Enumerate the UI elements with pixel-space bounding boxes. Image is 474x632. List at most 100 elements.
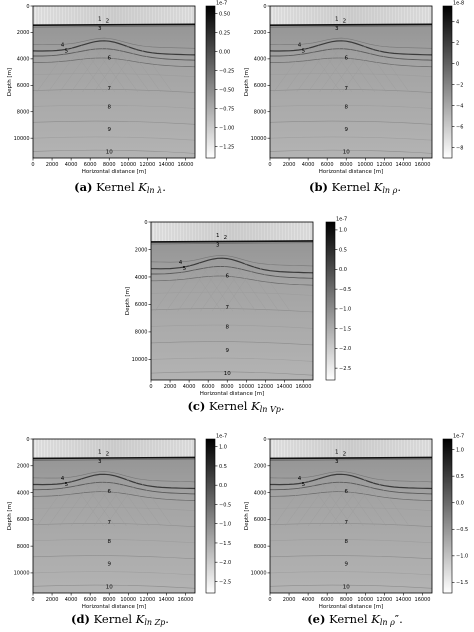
wavepath-line	[296, 479, 331, 527]
wavepath-line	[319, 45, 354, 93]
x-tick-label: 0	[149, 384, 152, 390]
layer-label: 5	[302, 482, 306, 488]
reflector-line	[33, 539, 195, 544]
wavepath-line	[59, 479, 94, 527]
wavepath-line	[285, 45, 319, 93]
wavepath-line	[69, 479, 104, 527]
caption-symbol: K	[251, 399, 260, 413]
colorbar-tick-label: 0.5	[339, 247, 347, 253]
reflector-line	[33, 523, 195, 528]
reflector-line	[33, 136, 195, 141]
layer-label: 6	[344, 56, 348, 62]
wavepath-line	[211, 263, 246, 312]
reflector-line	[270, 136, 432, 141]
wavepath-line	[70, 479, 105, 527]
x-tick-label: 6000	[84, 162, 97, 168]
colorbar-tick-label: −1.00	[219, 125, 234, 131]
caption-letter: (b)	[309, 180, 328, 194]
wavepath-line	[59, 45, 94, 93]
layer-label: 7	[344, 520, 348, 526]
colorbar-tick-label: 0.50	[219, 11, 230, 17]
y-tick-label: 10000	[14, 571, 30, 577]
layer-label: 7	[225, 305, 229, 311]
reflector-line	[270, 40, 432, 56]
x-tick-label: 6000	[321, 162, 334, 168]
figure-panel-b: 1 2 3 4 5 6 7 8 9 10 0 2000 4000 6000 8000 10000 12000 14…	[237, 0, 473, 176]
caption-text: Kernel	[329, 612, 368, 626]
wavepath-line	[352, 45, 387, 93]
x-tick-label: 8000	[103, 162, 116, 168]
kernel-image	[151, 222, 313, 380]
x-tick-label: 2000	[164, 384, 177, 390]
reflector-line	[33, 473, 195, 490]
x-tick-label: 14000	[158, 597, 174, 603]
reflector-line	[270, 473, 432, 490]
x-tick-label: 2000	[283, 162, 296, 168]
layer-label: 9	[225, 348, 229, 354]
x-tick-label: 16000	[178, 597, 194, 603]
colorbar	[325, 221, 336, 381]
wavepath-line	[188, 263, 223, 312]
wavepath-line	[93, 479, 128, 527]
caption-letter: (d)	[71, 612, 90, 626]
wavepath-line	[104, 45, 139, 93]
wavepath-line	[115, 479, 150, 527]
wavepath-line	[329, 45, 364, 93]
reflector-line	[33, 507, 195, 511]
wavepath-line	[48, 45, 82, 93]
layer-label: 9	[344, 562, 348, 568]
colorbar	[442, 5, 453, 159]
x-axis-label: Horizontal distance [m]	[200, 391, 265, 397]
x-tick-label: 2000	[46, 597, 59, 603]
layer-label: 1	[335, 450, 339, 456]
layer-label: 5	[183, 266, 187, 272]
x-tick-label: 12000	[376, 162, 392, 168]
caption-text: Kernel	[93, 612, 133, 626]
wavepath-line	[177, 263, 212, 312]
caption-prime: ″	[394, 612, 400, 626]
reflector-line	[33, 471, 195, 483]
colorbar-tick-label: −6	[456, 124, 463, 130]
layer-label: 5	[302, 48, 306, 54]
wavepath-line	[138, 45, 173, 93]
colorbar-tick-label: 0.0	[456, 501, 464, 507]
wavepath-line	[81, 45, 116, 93]
x-tick-label: 16000	[415, 597, 431, 603]
reflector-line	[270, 458, 432, 461]
y-tick-label: 0	[263, 4, 266, 10]
x-tick-label: 4000	[183, 384, 196, 390]
layer-label: 7	[107, 86, 111, 92]
reflector-line	[270, 48, 432, 61]
wavepath-line	[341, 479, 376, 527]
x-tick-label: 10000	[238, 384, 254, 390]
caption-tail: .	[399, 612, 403, 626]
reflector-line	[270, 571, 432, 576]
y-tick-label: 8000	[17, 110, 30, 116]
y-tick-label: 10000	[251, 571, 267, 577]
colorbar-tick-label: −0.5	[339, 287, 351, 293]
reflector-line	[270, 539, 432, 544]
y-tick-label: 0	[26, 4, 29, 10]
wavepath-line	[329, 479, 364, 527]
wavepath-line	[273, 45, 308, 93]
layer-label: 4	[179, 260, 183, 266]
y-tick-label: 2000	[254, 464, 267, 470]
wavepath-line	[82, 45, 117, 93]
plot-frame	[150, 221, 314, 381]
x-tick-label: 2000	[283, 597, 296, 603]
figure-panel-d: 1 2 3 4 5 6 7 8 9 10 0 2000 4000 6000 8000 10000 12000 14…	[0, 433, 236, 611]
caption-c: (c) Kernel Kln Vp.	[146, 399, 326, 414]
reflector-line	[270, 471, 432, 483]
y-tick-label: 4000	[254, 57, 267, 63]
layer-label: 4	[61, 476, 65, 482]
x-tick-label: 12000	[376, 597, 392, 603]
seafloor-reflector	[33, 23, 195, 26]
reflector-line	[270, 481, 432, 495]
x-tick-label: 0	[268, 162, 271, 168]
wavepath-line	[115, 45, 150, 93]
layer-label: 7	[344, 86, 348, 92]
colorbar-tick-label: −1.5	[219, 541, 231, 547]
wavepath-line	[364, 479, 398, 527]
wavepath-line	[104, 479, 139, 527]
